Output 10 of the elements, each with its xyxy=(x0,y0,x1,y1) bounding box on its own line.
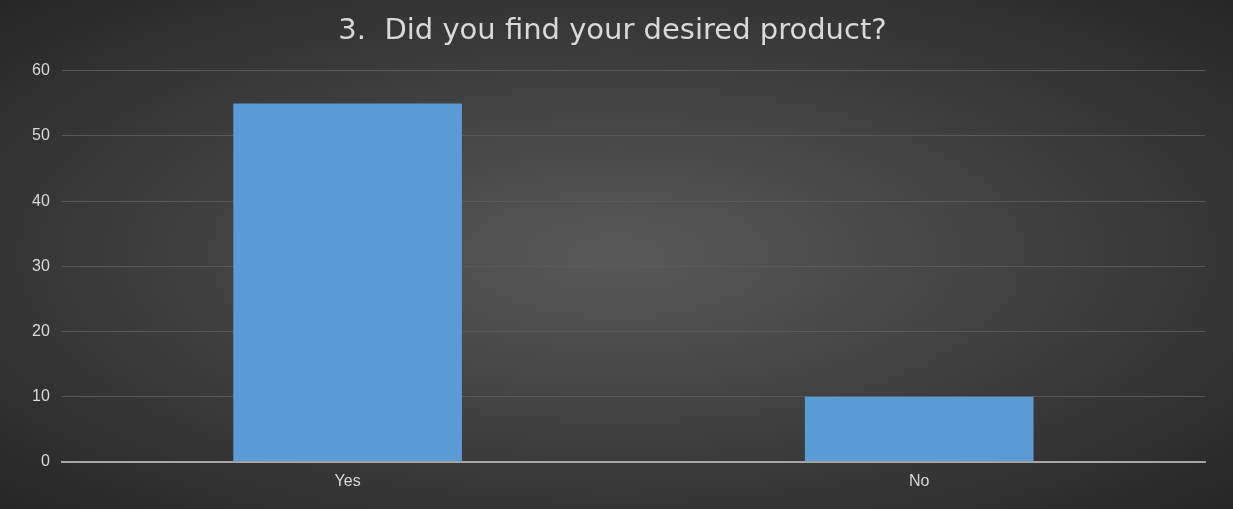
y-tick-label: 20 xyxy=(32,321,50,339)
y-tick-label: 50 xyxy=(32,126,50,144)
x-tick-label: No xyxy=(908,471,930,489)
y-tick-label: 0 xyxy=(40,452,50,470)
x-tick-label: Yes xyxy=(334,471,361,489)
y-tick-label: 10 xyxy=(32,387,50,405)
chart-title: 3. Did you find your desired product? xyxy=(338,11,887,46)
y-tick-label: 60 xyxy=(32,61,50,79)
y-tick-label: 40 xyxy=(32,191,50,209)
y-tick-label: 30 xyxy=(32,256,50,274)
